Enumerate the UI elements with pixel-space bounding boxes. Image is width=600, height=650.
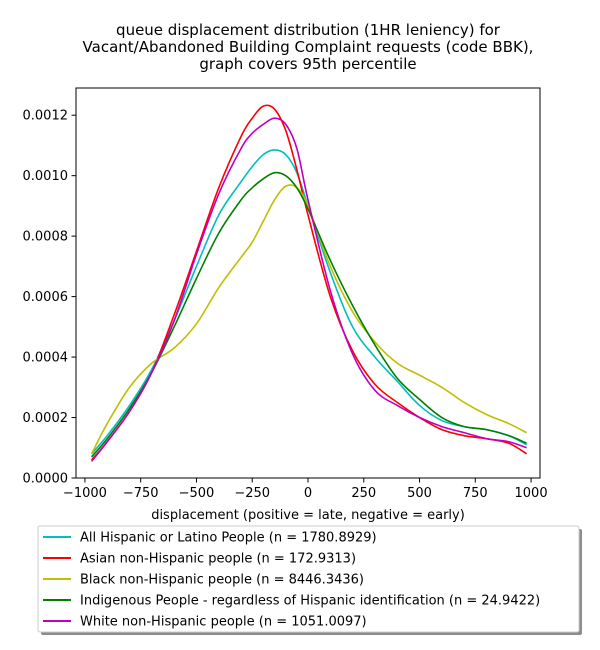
- x-tick-label: −500: [179, 486, 215, 501]
- series-line-1: [91, 104, 528, 461]
- chart-title-line: queue displacement distribution (1HR len…: [116, 21, 501, 39]
- series-line-0: [91, 149, 527, 455]
- x-tick-label: 0: [304, 486, 312, 501]
- x-tick-label: −750: [123, 486, 159, 501]
- plot-area: [75, 87, 541, 479]
- x-tick-label: 1000: [515, 486, 548, 501]
- legend-label-0: All Hispanic or Latino People (n = 1780.…: [80, 531, 377, 546]
- y-tick-label: 0.0004: [23, 351, 69, 366]
- legend-label-4: White non-Hispanic people (n = 1051.0097…: [80, 615, 367, 630]
- series-line-3: [91, 171, 527, 458]
- x-tick-label: −250: [234, 486, 270, 501]
- x-tick-label: −1000: [63, 486, 107, 501]
- y-axis: 0.0000 0.0002 0.0004 0.0006 0.0008 0.0010 0.00…: [23, 109, 76, 487]
- y-tick-label: 0.0000: [23, 472, 69, 487]
- chart-title-line: graph covers 95th percentile: [199, 55, 416, 73]
- x-tick-label: 500: [407, 486, 432, 501]
- y-tick-label: 0.0010: [23, 169, 69, 184]
- x-axis: −1000 −750 −500 −250 0 250 500 750 1000: [63, 478, 548, 501]
- series-lines: [90, 104, 528, 462]
- legend: All Hispanic or Latino People (n = 1780.…: [37, 525, 582, 635]
- y-tick-label: 0.0008: [23, 230, 69, 245]
- series-line-2: [90, 184, 527, 455]
- y-tick-label: 0.0006: [23, 290, 69, 305]
- chart-title: queue displacement distribution (1HR len…: [83, 21, 534, 73]
- legend-label-1: Asian non-Hispanic people (n = 172.9313): [80, 552, 356, 567]
- chart-title-line: Vacant/Abandoned Building Complaint requ…: [83, 38, 534, 56]
- x-axis-label: displacement (positive = late, negative …: [151, 508, 465, 523]
- series-line-4: [90, 117, 527, 462]
- x-tick-label: 250: [351, 486, 376, 501]
- legend-label-3: Indigenous People - regardless of Hispan…: [80, 594, 540, 609]
- legend-label-2: Black non-Hispanic people (n = 8446.3436…: [80, 573, 364, 588]
- y-tick-label: 0.0012: [23, 109, 69, 124]
- x-tick-label: 750: [463, 486, 488, 501]
- y-tick-label: 0.0002: [23, 411, 69, 426]
